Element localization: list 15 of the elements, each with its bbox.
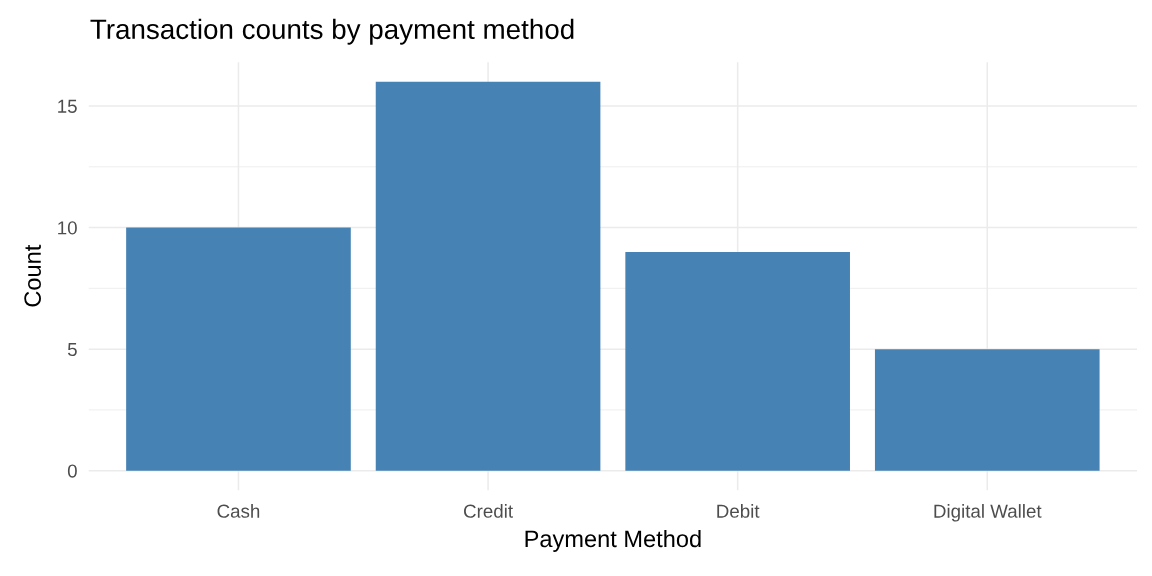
y-tick-label: 15 — [58, 99, 77, 113]
x-axis-title: Payment Method — [525, 529, 701, 552]
bar — [874, 349, 1100, 471]
chart-title: Transaction counts by payment method — [90, 18, 574, 45]
x-tick-label: Digital Wallet — [934, 504, 1042, 522]
bar — [625, 251, 850, 471]
bar — [126, 227, 351, 471]
y-axis-title: Count — [24, 244, 41, 307]
y-tick-label: 0 — [67, 464, 77, 478]
y-tick-label: 10 — [58, 221, 77, 235]
y-tick-label: 5 — [67, 343, 77, 357]
bar — [375, 81, 601, 471]
x-tick-label: Credit — [464, 504, 513, 518]
x-tick-label: Debit — [717, 504, 760, 518]
x-tick-label: Cash — [217, 504, 260, 518]
